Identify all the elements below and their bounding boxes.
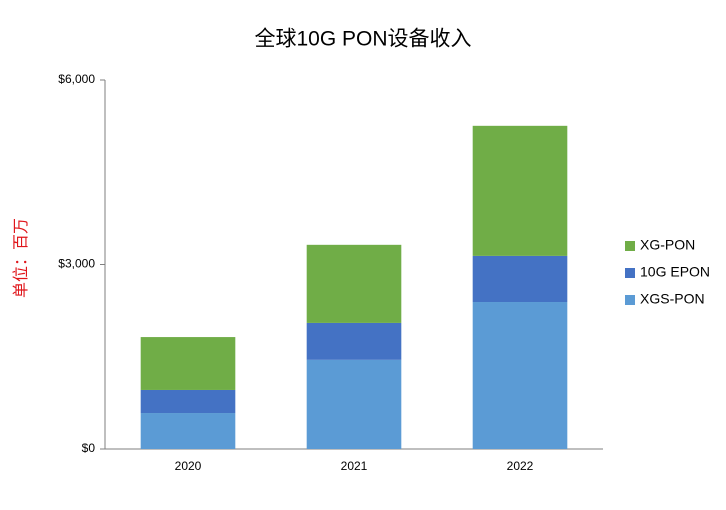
- x-tick-label: 2022: [507, 459, 534, 473]
- y-tick-label: $3,000: [58, 257, 95, 271]
- x-tick-label: 2020: [175, 459, 202, 473]
- legend-swatch: [625, 268, 635, 278]
- bar-segment: [306, 244, 402, 323]
- y-axis-label: 单位：百万: [12, 218, 30, 298]
- bar-segment: [140, 389, 236, 414]
- bar-segment: [140, 337, 236, 390]
- bar-segment: [306, 322, 402, 360]
- legend-swatch: [625, 295, 635, 305]
- bar-segment: [140, 413, 236, 449]
- y-tick-label: $0: [82, 441, 96, 455]
- bar-segment: [472, 302, 568, 449]
- legend-label: XGS-PON: [640, 291, 705, 307]
- legend-swatch: [625, 241, 635, 251]
- x-tick-label: 2021: [341, 459, 368, 473]
- y-tick-label: $6,000: [58, 72, 95, 86]
- legend-label: 10G EPON: [640, 264, 710, 280]
- chart-title: 全球10G PON设备收入: [254, 28, 471, 51]
- bar-segment: [472, 125, 568, 256]
- legend-label: XG-PON: [640, 237, 695, 253]
- bar-segment: [472, 255, 568, 303]
- bar-segment: [306, 359, 402, 449]
